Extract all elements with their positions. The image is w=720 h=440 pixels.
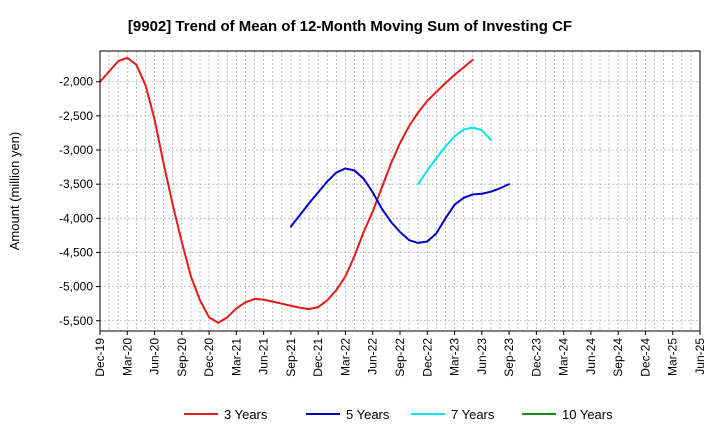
x-tick-label: Dec-21 [311, 338, 325, 377]
series-line-1 [99, 56, 474, 324]
x-tick-label: Dec-23 [529, 338, 543, 377]
x-tick-label: Sep-21 [284, 338, 298, 377]
y-tick-label: -3,500 [59, 177, 93, 191]
x-tick-label: Sep-20 [175, 338, 189, 377]
legend-label-1: 3 Years [224, 407, 268, 422]
series-line-3 [417, 126, 492, 186]
y-tick-label: -2,500 [59, 109, 93, 123]
x-tick-label: Jun-21 [257, 338, 271, 375]
x-tick-label: Sep-22 [393, 338, 407, 377]
x-tick-label: Mar-21 [229, 338, 243, 376]
x-tick-label: Dec-24 [638, 338, 652, 377]
y-axis-ticks: -2,000 -2,500 -3,000 -3,500 -4,000 -4,500 -5,0… [59, 75, 100, 328]
x-tick-label: Dec-22 [420, 338, 434, 377]
legend-label-2: 5 Years [346, 407, 390, 422]
x-tick-label: Sep-24 [611, 338, 625, 377]
chart-title: [9902] Trend of Mean of 12-Month Moving … [128, 18, 572, 35]
x-tick-label: Mar-20 [120, 338, 134, 376]
x-tick-label: Mar-22 [338, 338, 352, 376]
x-tick-label: Jun-22 [366, 338, 380, 375]
x-tick-label: Jun-20 [148, 338, 162, 375]
x-tick-label: Dec-20 [202, 338, 216, 377]
y-tick-label: -5,500 [59, 314, 93, 328]
legend-label-4: 10 Years [562, 407, 613, 422]
x-axis-ticks: Dec-19 Mar-20 Jun-20 Sep-20 Dec-20 Mar-21 Jun-… [93, 331, 707, 377]
x-tick-label: Jun-23 [475, 338, 489, 375]
x-tick-label: Jun-25 [693, 338, 707, 375]
grid [100, 51, 700, 331]
y-tick-label: -2,000 [59, 75, 93, 89]
legend: 3 Years 5 Years 7 Years 10 Years [184, 407, 613, 422]
series-layer [99, 56, 511, 324]
x-tick-label: Mar-24 [557, 338, 571, 376]
y-tick-label: -4,500 [59, 245, 93, 259]
x-tick-label: Mar-23 [448, 338, 462, 376]
x-tick-label: Mar-25 [666, 338, 680, 376]
series-line-2 [289, 167, 511, 244]
y-tick-label: -4,000 [59, 211, 93, 225]
x-tick-label: Jun-24 [584, 338, 598, 375]
x-tick-label: Sep-23 [502, 338, 516, 377]
y-axis-label: Amount (million yen) [7, 132, 22, 251]
legend-label-3: 7 Years [451, 407, 495, 422]
x-tick-label: Dec-19 [93, 338, 107, 377]
y-tick-label: -5,000 [59, 280, 93, 294]
y-tick-label: -3,000 [59, 143, 93, 157]
